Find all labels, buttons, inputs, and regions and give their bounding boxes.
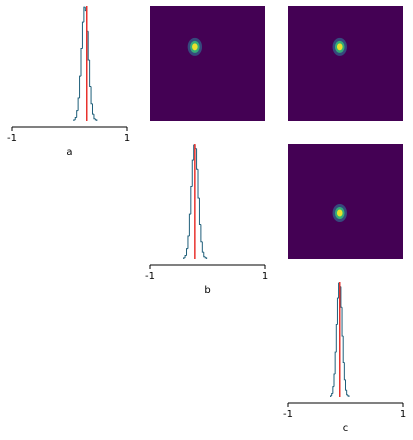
hist-step [340, 286, 343, 308]
hist-step [204, 256, 208, 259]
hist-step [332, 386, 334, 394]
hist-step [77, 97, 80, 111]
hist-step [94, 118, 98, 121]
hist-step [196, 148, 199, 170]
hist-step [92, 103, 94, 115]
hist-step [73, 119, 76, 121]
x-tick-label: -1 [7, 133, 17, 144]
hist-step [81, 21, 84, 49]
hist-step [89, 60, 92, 87]
density-peak [332, 37, 347, 56]
hist-step [335, 324, 338, 353]
hist-step [336, 297, 339, 325]
hist-step [341, 307, 344, 337]
hist-step [342, 336, 345, 363]
hist-step [343, 362, 346, 381]
density-peak [187, 37, 203, 56]
hist-step [184, 255, 187, 258]
x-axis-label: c [343, 423, 349, 434]
hist-step [203, 252, 206, 258]
hist-step [190, 186, 193, 215]
x-axis-label: a [66, 147, 72, 158]
hist-step [333, 373, 336, 387]
x-tick-label: 1 [124, 133, 130, 144]
density-background [288, 144, 403, 259]
hist-step [187, 235, 190, 249]
hist-step [197, 169, 200, 199]
hist-step [76, 110, 79, 118]
x-tick-label: -1 [145, 271, 155, 282]
hist-step [90, 86, 93, 105]
hist-step [186, 248, 188, 256]
hist-step [198, 198, 201, 225]
x-tick-label: 1 [400, 409, 406, 420]
hist-step [347, 394, 350, 397]
hist-step [346, 390, 348, 396]
hist-step [345, 379, 347, 391]
hist-step [191, 159, 194, 187]
hist-step [79, 75, 81, 98]
density-peak [332, 204, 347, 222]
hist-step [201, 241, 204, 253]
x-tick-label: -1 [283, 409, 293, 420]
hist-step [183, 257, 186, 259]
hist-step [74, 117, 77, 120]
x-axis-label: b [204, 285, 210, 296]
density-contour [192, 43, 198, 51]
density-background [288, 6, 403, 121]
hist-step [87, 31, 90, 61]
x-tick-label: 1 [262, 271, 268, 282]
hist-step [188, 213, 191, 236]
hist-step [80, 48, 83, 77]
hist-step [331, 393, 333, 396]
density-contour [336, 43, 343, 51]
hist-step [334, 351, 337, 374]
hist-step [93, 114, 96, 120]
hist-step [330, 395, 332, 397]
hist-step [200, 224, 203, 243]
density-contour [336, 209, 343, 217]
density-background [150, 6, 265, 121]
